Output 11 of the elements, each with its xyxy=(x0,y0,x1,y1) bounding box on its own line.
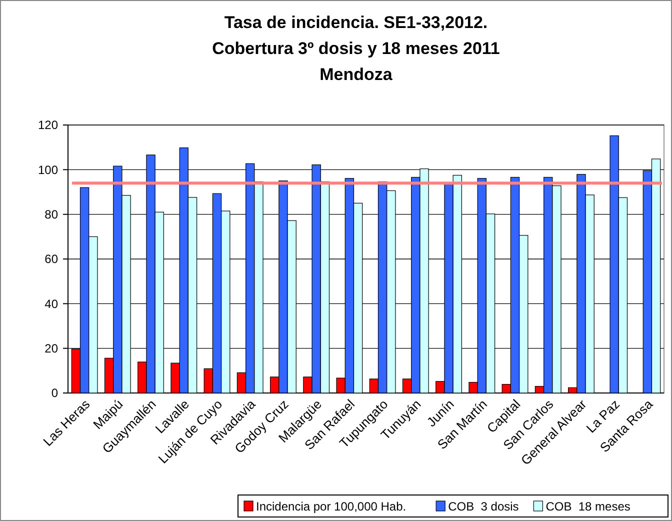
y-tick-label: 0 xyxy=(51,386,58,400)
y-tick-label: 80 xyxy=(44,208,58,222)
chart-title: Tasa de incidencia. SE1-33,2012. Cobertura 3º dosis y 18 meses 2011 Mendoza xyxy=(212,13,500,84)
y-tick-label: 120 xyxy=(38,118,58,132)
legend-label: COB 3 dosis xyxy=(448,500,519,514)
y-tick-label: 40 xyxy=(44,296,58,311)
y-tick-label: 60 xyxy=(44,252,58,266)
legend-label: COB 18 meses xyxy=(546,500,630,514)
y-tick-label: 100 xyxy=(38,162,58,177)
legend-label: Incidencia por 100,000 Hab. xyxy=(256,500,406,514)
y-tick-label: 20 xyxy=(44,342,58,356)
